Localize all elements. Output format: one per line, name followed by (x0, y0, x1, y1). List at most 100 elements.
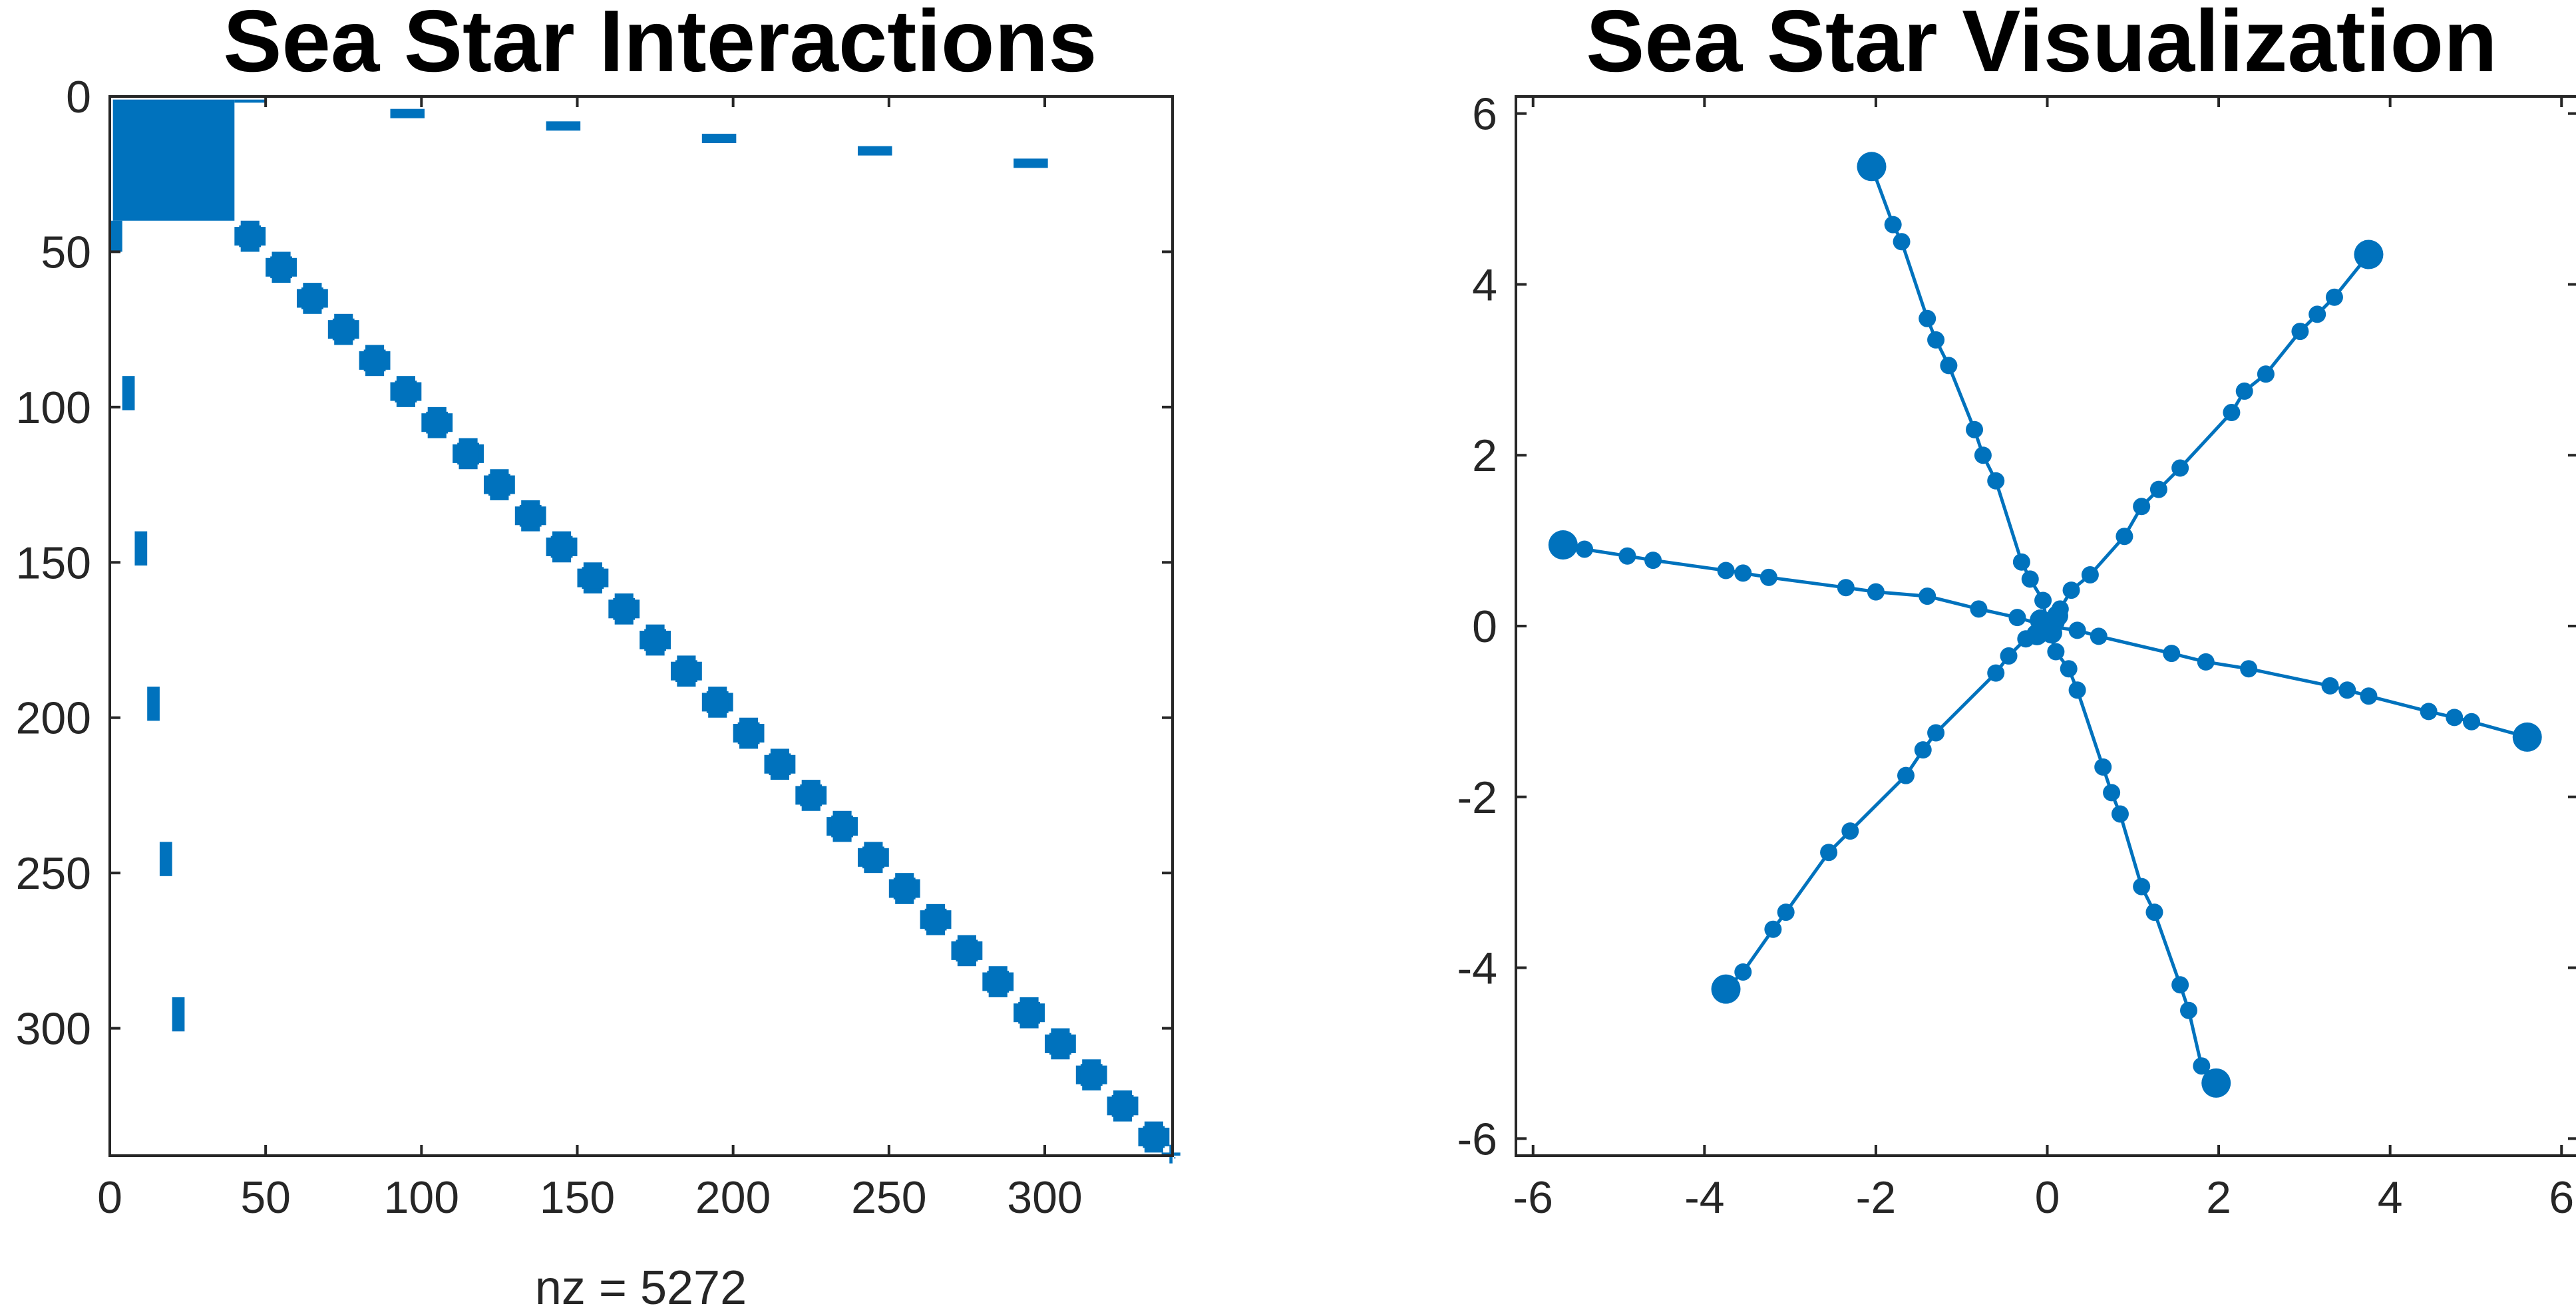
star-scatter-marks (1548, 152, 2542, 1098)
star-data-point (2133, 878, 2151, 896)
star-xtick-label: 0 (2035, 1172, 2060, 1223)
hub-row-segment (1013, 158, 1048, 168)
star-scatter-ticks: -6 -4 -2 0 2 4 6 -6 -4 -2 0 2 4 6 (1457, 89, 2576, 1223)
spy-plot-xlabel: nz = 5272 (535, 1261, 747, 1310)
star-data-point (1987, 664, 2005, 682)
star-xtick-label: -2 (1856, 1172, 1896, 1223)
diagonal-block-core (737, 722, 760, 744)
star-data-point (2163, 645, 2181, 663)
spy-ytick-label: 200 (16, 693, 91, 744)
diagonal-block-core (332, 318, 355, 341)
spy-ytick-label: 50 (41, 227, 91, 277)
star-data-point (2197, 653, 2215, 671)
star-data-point (2133, 498, 2151, 516)
star-data-point (2180, 1001, 2198, 1019)
star-data-point (2446, 709, 2464, 727)
diagonal-block-core (800, 784, 823, 806)
diagonal-block-core (488, 474, 510, 496)
spy-plot-ticks: 0 50 100 150 200 250 300 0 50 100 150 200 250 300 (16, 72, 1173, 1223)
spy-plot-marks (110, 99, 1181, 1164)
diagonal-block-core (862, 846, 884, 869)
star-xtick-label: 2 (2206, 1172, 2231, 1223)
star-data-point (1987, 472, 2005, 490)
spy-ytick-label: 300 (16, 1004, 91, 1055)
hub-col-segment (147, 687, 160, 721)
star-data-point (2145, 903, 2163, 921)
diagonal-block-core (1049, 1033, 1071, 1055)
star-data-point (1554, 536, 1572, 554)
star-data-point (2000, 647, 2018, 665)
star-data-point (1734, 963, 1752, 981)
spy-xtick-label: 50 (240, 1172, 291, 1223)
hub-row-segment (701, 134, 737, 144)
diagonal-block-core (1143, 1126, 1165, 1148)
spy-plot-panel: Sea Star Interactions 0 50 100 150 200 250 300… (16, 0, 1181, 1310)
spy-xtick-label: 100 (384, 1172, 459, 1223)
star-data-point (1841, 822, 1859, 840)
diagonal-block-core (301, 287, 323, 309)
star-data-point (2149, 480, 2167, 498)
diagonal-block-core (924, 908, 947, 931)
star-ytick-label: -4 (1457, 943, 1497, 994)
diagonal-block-core (363, 349, 386, 372)
star-data-point (1717, 980, 1735, 998)
star-data-point (1970, 600, 1988, 618)
diagonal-block-core (239, 225, 262, 247)
star-data-point (1884, 216, 1902, 234)
diagonal-block-core (644, 629, 666, 651)
star-data-point (2291, 323, 2309, 341)
star-data-point (2321, 677, 2339, 695)
star-data-point (2338, 681, 2356, 699)
star-data-point (2171, 459, 2189, 477)
star-data-point (2103, 784, 2121, 802)
star-data-point (2090, 627, 2108, 645)
star-data-point (1919, 587, 1936, 605)
star-data-point (2047, 643, 2065, 661)
star-ytick-label: 4 (1472, 259, 1497, 310)
star-center-point (2046, 605, 2068, 627)
spy-plot-title: Sea Star Interactions (223, 0, 1097, 90)
star-data-point (2325, 288, 2343, 306)
diagonal-block-core (457, 442, 479, 465)
star-data-point (1759, 568, 1777, 586)
spy-xtick-label: 0 (97, 1172, 122, 1223)
star-data-point (1644, 552, 1662, 570)
diagonal-block-core (1018, 1001, 1040, 1024)
star-data-point (2518, 728, 2536, 746)
star-data-point (1897, 766, 1915, 784)
star-data-point (1927, 331, 1945, 349)
star-ytick-label: 6 (1472, 89, 1497, 140)
spy-xtick-label: 300 (1007, 1172, 1082, 1223)
star-data-point (1940, 357, 1958, 375)
star-xtick-label: -6 (1513, 1172, 1553, 1223)
star-data-point (2094, 758, 2112, 776)
star-data-point (1820, 844, 1838, 862)
diagonal-block-core (426, 411, 449, 434)
spy-plot-axes-box (108, 95, 1174, 1157)
hub-col-segment (172, 997, 185, 1032)
star-data-point (1863, 158, 1881, 176)
diagonal-block-core (893, 878, 916, 900)
star-data-point (2463, 713, 2481, 731)
star-data-point (1837, 579, 1855, 597)
star-data-point (2235, 382, 2253, 400)
star-data-point (1576, 540, 1594, 558)
star-data-point (2068, 681, 2086, 699)
star-data-point (1974, 446, 1992, 464)
spy-xtick-label: 200 (695, 1172, 771, 1223)
spy-ytick-label: 0 (66, 72, 91, 122)
star-data-point (2060, 660, 2078, 678)
star-xtick-label: -4 (1684, 1172, 1724, 1223)
hub-col-segment (159, 842, 172, 876)
diagonal-block-core (706, 691, 729, 713)
star-data-point (2111, 805, 2129, 823)
star-data-point (1777, 903, 1795, 921)
hub-col-segment (134, 531, 148, 566)
star-data-point (2034, 591, 2052, 609)
star-data-point (2193, 1057, 2211, 1075)
star-data-point (1919, 309, 1936, 327)
diagonal-block-core (831, 815, 853, 838)
spy-ytick-label: 250 (16, 848, 91, 899)
star-data-point (2116, 528, 2133, 546)
